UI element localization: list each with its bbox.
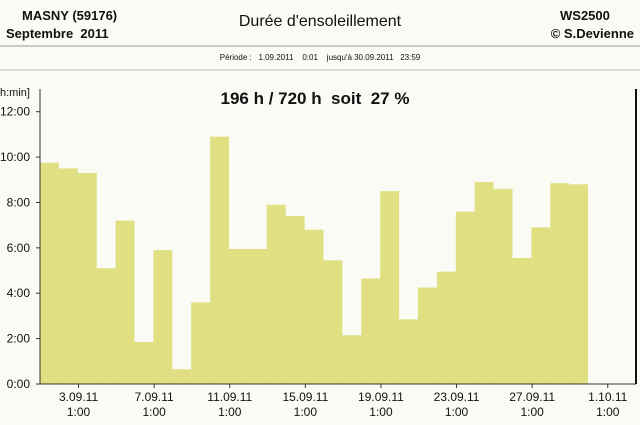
bar xyxy=(455,211,475,384)
x-tick-label: 19.09.11 1:00 xyxy=(358,390,404,419)
bar xyxy=(285,216,305,384)
y-tick-label: 12:00 xyxy=(0,105,30,119)
x-tick-label: 15.09.11 1:00 xyxy=(282,390,328,419)
bar xyxy=(134,342,154,384)
bar xyxy=(115,220,135,384)
bar xyxy=(474,182,494,384)
bar xyxy=(342,335,362,384)
x-tick-label: 23.09.11 1:00 xyxy=(434,390,480,419)
x-tick-label: 11.09.11 1:00 xyxy=(207,390,252,419)
annotation: 196 h / 720 h soit 27 % xyxy=(221,89,410,108)
y-axis-label: h:min] xyxy=(0,87,30,99)
y-tick-label: 6:00 xyxy=(7,241,31,255)
credit: © S.Devienne xyxy=(551,26,634,41)
x-tick-label: 27.09.11 1:00 xyxy=(509,390,555,419)
bar xyxy=(266,204,286,384)
bar xyxy=(191,302,211,384)
y-tick-label: 2:00 xyxy=(7,332,31,346)
chart-title: Durée d'ensoleillement xyxy=(239,13,402,30)
device: WS2500 xyxy=(560,8,610,23)
subtitle: Période : 1.09.2011 0:01 jusqu'à 30.09.2… xyxy=(220,53,421,62)
y-tick-label: 8:00 xyxy=(7,195,31,209)
bar xyxy=(153,250,173,384)
bar xyxy=(172,369,192,384)
bar xyxy=(210,136,229,384)
y-tick-label: 4:00 xyxy=(7,286,31,300)
x-tick-label: 7.09.11 1:00 xyxy=(135,390,174,419)
bar xyxy=(380,191,400,384)
bar xyxy=(96,268,116,384)
bar xyxy=(58,168,78,384)
bar xyxy=(550,183,570,384)
bar xyxy=(304,229,324,384)
bar xyxy=(418,287,437,384)
bar xyxy=(399,319,418,384)
bar xyxy=(512,258,532,384)
bar xyxy=(493,188,513,384)
bar xyxy=(531,227,551,384)
bar xyxy=(229,248,248,384)
bar xyxy=(569,184,589,384)
y-tick-label: 0:00 xyxy=(7,377,31,391)
bar xyxy=(40,162,59,384)
bar xyxy=(247,248,267,384)
bar xyxy=(436,271,456,384)
x-tick-label: 1.10.11 1:00 xyxy=(588,390,627,419)
station: MASNY (59176) xyxy=(22,8,117,23)
bar xyxy=(323,260,343,384)
bar xyxy=(77,172,97,384)
bar xyxy=(361,278,381,384)
x-tick-label: 3.09.11 1:00 xyxy=(59,390,98,419)
month: Septembre 2011 xyxy=(6,26,109,41)
y-tick-label: 10:00 xyxy=(0,150,30,164)
